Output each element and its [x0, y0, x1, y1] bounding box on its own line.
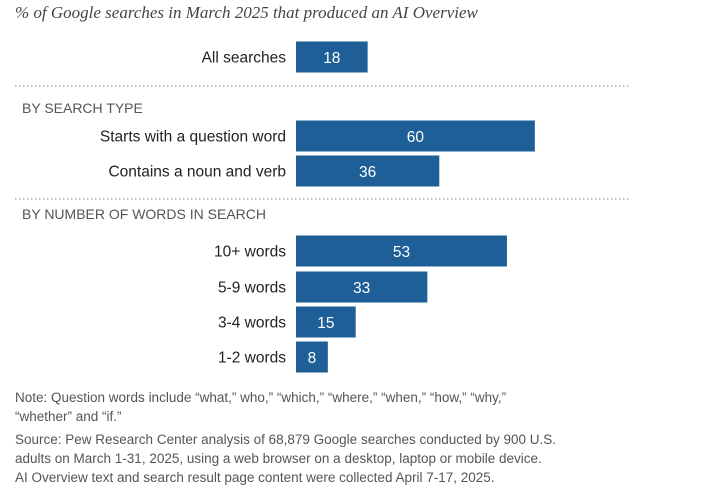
category-label: 3-4 words — [218, 315, 286, 332]
value-label: 8 — [308, 350, 317, 367]
group-heading: BY NUMBER OF WORDS IN SEARCH — [22, 206, 266, 222]
bar — [296, 155, 440, 187]
category-label: 10+ words — [214, 244, 286, 261]
bar — [296, 41, 368, 73]
category-label: Starts with a question word — [100, 129, 286, 146]
value-label: 33 — [353, 280, 370, 297]
bar-chart: All searches 18 BY SEARCH TYPE Starts with … — [15, 41, 630, 373]
group-heading: BY SEARCH TYPE — [22, 100, 143, 116]
source-line-2: adults on March 1-31, 2025, using a web … — [15, 451, 542, 466]
bar — [296, 271, 428, 303]
value-label: 53 — [393, 244, 410, 261]
category-label: All searches — [202, 50, 287, 67]
category-label: 5-9 words — [218, 280, 286, 297]
value-label: 60 — [407, 129, 425, 146]
chart-title: % of Google searches in March 2025 that … — [15, 3, 478, 22]
category-label: 1-2 words — [218, 350, 286, 367]
bar — [296, 120, 535, 152]
note-line-2: “whether” and “if.” — [15, 409, 122, 424]
category-label: Contains a noun and verb — [108, 164, 286, 181]
source-line-1: Source: Pew Research Center analysis of … — [15, 432, 557, 447]
bar — [296, 235, 507, 267]
value-label: 15 — [317, 315, 334, 332]
value-label: 18 — [323, 50, 340, 67]
note-line-1: Note: Question words include “what,” who… — [15, 390, 507, 405]
value-label: 36 — [359, 164, 376, 181]
bar — [296, 341, 328, 373]
bar — [296, 306, 356, 338]
source-line-3: AI Overview text and search result page … — [15, 470, 495, 485]
